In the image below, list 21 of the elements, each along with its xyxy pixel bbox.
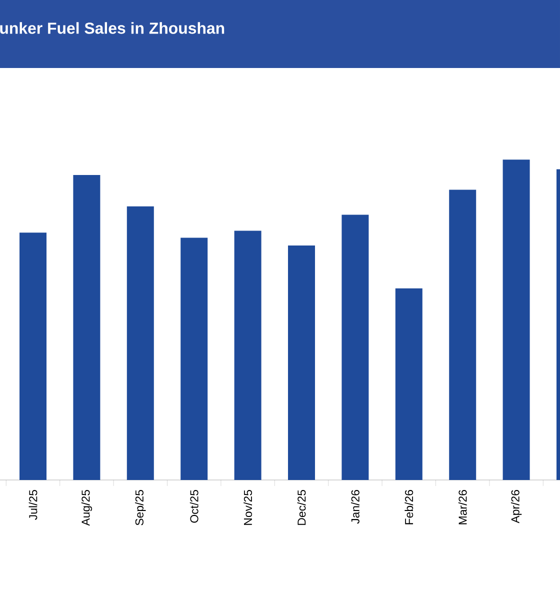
bar bbox=[73, 174, 100, 480]
bar bbox=[234, 230, 262, 480]
bar bbox=[20, 232, 46, 480]
x-tick-label: Nov/25 bbox=[244, 490, 252, 525]
x-tick-label: Oct/25 bbox=[190, 490, 198, 523]
bar bbox=[180, 238, 208, 480]
x-tick-label: Jul/25 bbox=[28, 490, 38, 520]
bar bbox=[288, 245, 315, 480]
x-tick-label: Dec/25 bbox=[297, 490, 306, 525]
bar bbox=[449, 190, 476, 480]
x-tick-label: Jan/26 bbox=[351, 490, 360, 524]
x-tick-label: Feb/26 bbox=[404, 490, 414, 524]
chart-title: unker Fuel Sales in Zhoushan bbox=[0, 22, 224, 34]
x-tick-label: Apr/26 bbox=[510, 490, 522, 524]
bar bbox=[126, 206, 154, 480]
x-tick-label: Aug/25 bbox=[81, 490, 92, 526]
bar bbox=[502, 160, 530, 480]
x-tick-label: Sep/25 bbox=[135, 490, 146, 526]
bar bbox=[342, 214, 369, 480]
bar bbox=[395, 288, 422, 480]
x-tick-label: Mar/26 bbox=[458, 490, 467, 524]
